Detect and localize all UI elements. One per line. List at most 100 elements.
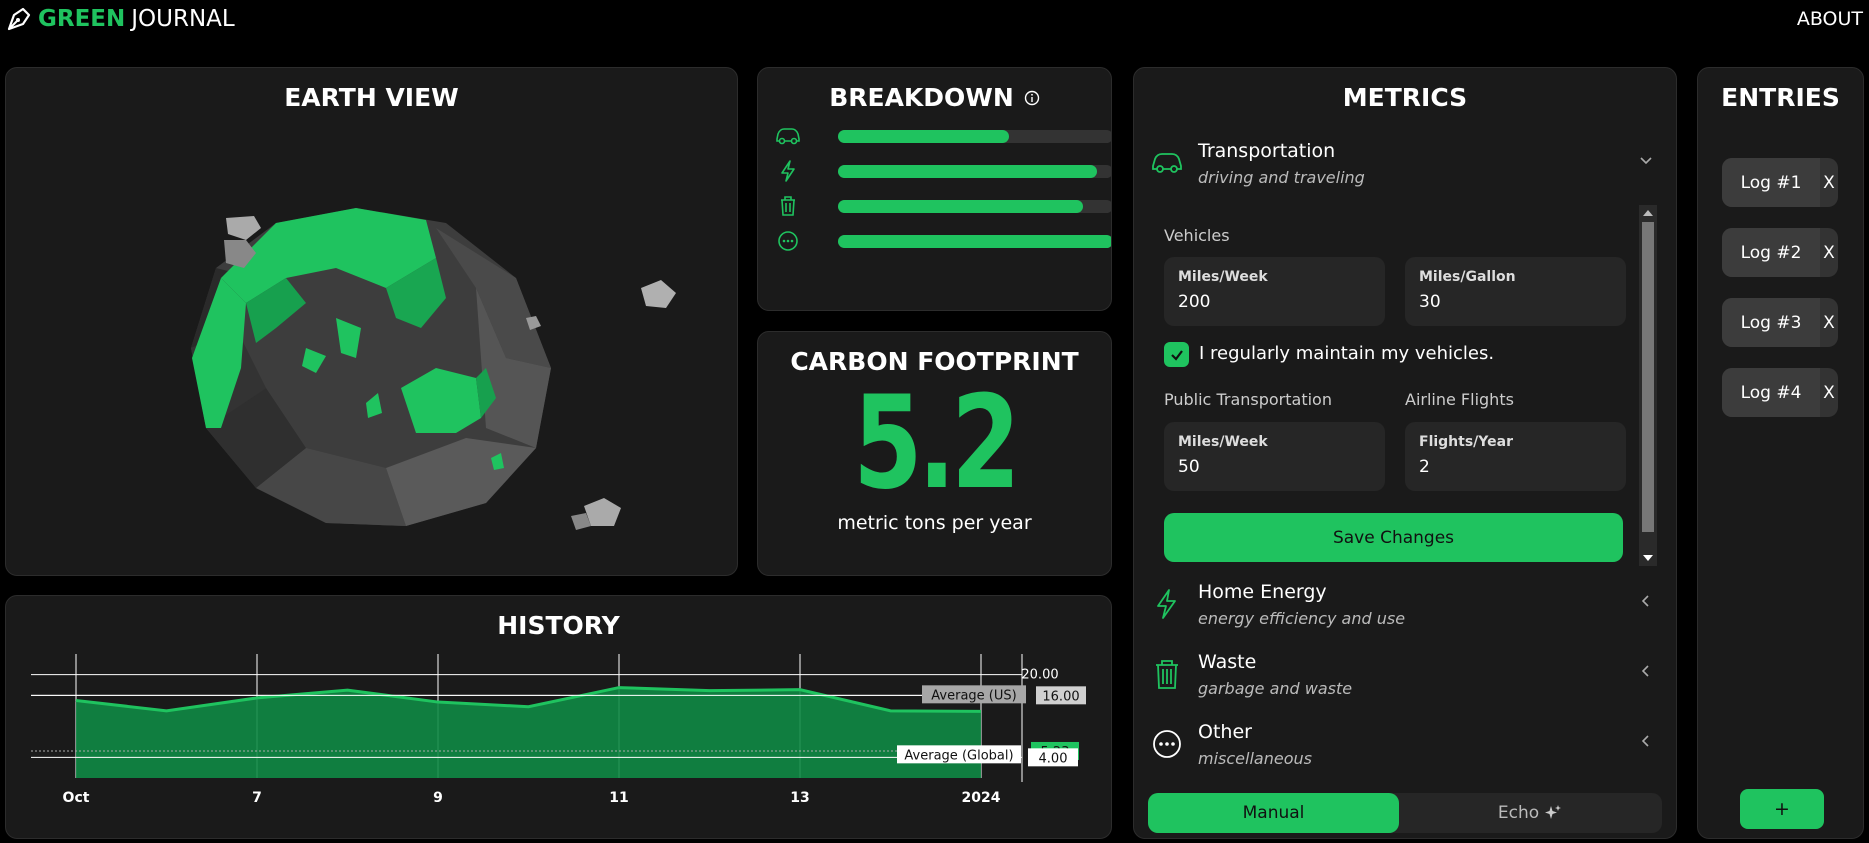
- vehicles-miles-field[interactable]: Miles/Week: [1164, 257, 1385, 326]
- public-transportation-label: Public Transportation: [1164, 390, 1332, 409]
- chevron-left-icon[interactable]: [1638, 733, 1654, 749]
- metrics-panel: METRICS Transportation driving and trave…: [1133, 67, 1677, 839]
- chevron-down-icon[interactable]: [1638, 152, 1654, 168]
- scroll-up-arrow[interactable]: [1643, 210, 1653, 216]
- pen-nib-icon: [7, 7, 31, 31]
- breakdown-bar-track: [838, 164, 1111, 178]
- entry-log-button[interactable]: Log #3: [1722, 298, 1820, 347]
- category-subtitle: garbage and waste: [1198, 679, 1353, 698]
- us-average-label-bg: [922, 685, 1026, 704]
- maintain-checkbox[interactable]: [1164, 342, 1189, 367]
- breakdown-bar-fill: [838, 164, 1097, 178]
- logo[interactable]: GREEN JOURNAL: [6, 6, 235, 32]
- entry-log-button[interactable]: Log #4: [1722, 368, 1820, 417]
- flights-field[interactable]: Flights/Year: [1405, 422, 1626, 491]
- history-area: [76, 687, 981, 778]
- entry-item: Log #3 X: [1722, 298, 1838, 347]
- more-icon: [1153, 730, 1181, 758]
- category-waste[interactable]: Waste garbage and waste: [1150, 651, 1662, 711]
- entries-panel: ENTRIES Log #1 X Log #2 X Log #3 X Log #…: [1697, 67, 1864, 839]
- category-home-energy[interactable]: Home Energy energy efficiency and use: [1150, 581, 1662, 641]
- y-tick-label: 20.00: [1021, 668, 1058, 683]
- car-icon: [776, 128, 800, 145]
- flights-input[interactable]: [1419, 457, 1609, 477]
- entry-remove-button[interactable]: X: [1823, 172, 1835, 193]
- category-title: Other: [1198, 721, 1252, 743]
- breakdown-title-text: BREAKDOWN: [829, 83, 1014, 112]
- echo-mode-button[interactable]: Echo: [1399, 793, 1662, 833]
- x-tick-label: Oct: [63, 790, 90, 806]
- vehicles-label: Vehicles: [1164, 226, 1230, 245]
- category-subtitle: miscellaneous: [1198, 749, 1312, 768]
- global-average-value-bg: [1028, 748, 1078, 767]
- brand-journal: JOURNAL: [131, 6, 235, 32]
- echo-label: Echo: [1497, 803, 1540, 823]
- x-tick-label: 13: [790, 790, 809, 806]
- breakdown-row-transportation: [774, 125, 1111, 147]
- x-tick-label: 11: [609, 790, 628, 806]
- breakdown-row-waste: [774, 195, 1111, 217]
- field-label: Miles/Gallon: [1419, 269, 1516, 285]
- entry-log-button[interactable]: Log #1: [1722, 158, 1820, 207]
- breakdown-row-home-energy: [774, 160, 1111, 182]
- lightning-icon: [781, 160, 795, 182]
- check-icon: [1170, 349, 1183, 361]
- public-miles-field[interactable]: Miles/Week: [1164, 422, 1385, 491]
- x-tick-label: 7: [252, 790, 262, 806]
- global-average-label: Average (Global): [904, 748, 1013, 763]
- airline-flights-label: Airline Flights: [1405, 390, 1514, 409]
- category-title: Home Energy: [1198, 581, 1327, 603]
- carbon-footprint-value: 5.2: [853, 369, 1021, 518]
- category-other[interactable]: Other miscellaneous: [1150, 721, 1662, 781]
- info-icon[interactable]: [1024, 90, 1040, 106]
- breakdown-bar-fill: [838, 199, 1083, 213]
- us-average-label: Average (US): [931, 688, 1016, 703]
- maintain-label: I regularly maintain my vehicles.: [1199, 343, 1495, 364]
- scroll-down-arrow[interactable]: [1643, 555, 1653, 561]
- history-title: HISTORY: [497, 611, 620, 640]
- carbon-footprint-title: CARBON FOOTPRINT: [790, 347, 1079, 376]
- metrics-title: METRICS: [1342, 83, 1468, 112]
- vehicles-mpg-input[interactable]: [1419, 292, 1609, 312]
- car-icon: [1152, 153, 1182, 173]
- add-entry-button[interactable]: +: [1740, 789, 1824, 829]
- category-transportation[interactable]: Transportation driving and traveling: [1150, 140, 1662, 200]
- transportation-scrollbar[interactable]: [1639, 205, 1657, 566]
- more-icon: [778, 231, 798, 251]
- vehicles-mpg-field[interactable]: Miles/Gallon: [1405, 257, 1626, 326]
- history-line: [75, 686, 982, 713]
- global-average-label-bg: [897, 745, 1021, 764]
- save-changes-button[interactable]: Save Changes: [1164, 513, 1623, 562]
- about-link[interactable]: ABOUT: [1796, 8, 1863, 30]
- breakdown-panel: BREAKDOWN: [757, 67, 1112, 311]
- manual-mode-button[interactable]: Manual: [1148, 793, 1399, 833]
- trash-icon: [781, 196, 795, 216]
- chevron-left-icon[interactable]: [1638, 663, 1654, 679]
- earth-globe[interactable]: [6, 128, 738, 568]
- sparkle-icon: [1545, 805, 1562, 819]
- chevron-left-icon[interactable]: [1638, 593, 1654, 609]
- lightning-icon: [1157, 589, 1176, 619]
- field-label: Miles/Week: [1178, 269, 1268, 285]
- scrollbar-thumb[interactable]: [1642, 222, 1654, 532]
- us-average-value: 16.00: [1042, 689, 1079, 704]
- x-tick-label: 2024: [962, 790, 1001, 806]
- entry-item: Log #2 X: [1722, 228, 1838, 277]
- entry-remove-button[interactable]: X: [1823, 312, 1835, 333]
- brand-green: GREEN: [38, 6, 126, 32]
- breakdown-bar-track: [838, 199, 1111, 213]
- history-panel: HISTORY Oct 7 9 11 13 2024 20.00 Average (US) 16…: [5, 595, 1112, 839]
- breakdown-row-other: [774, 230, 1111, 252]
- carbon-footprint-unit: metric tons per year: [837, 512, 1032, 534]
- breakdown-title: BREAKDOWN: [758, 83, 1111, 112]
- vehicles-miles-input[interactable]: [1178, 292, 1368, 312]
- public-miles-input[interactable]: [1178, 457, 1368, 477]
- field-label: Flights/Year: [1419, 434, 1513, 450]
- entry-remove-button[interactable]: X: [1823, 242, 1835, 263]
- entry-remove-button[interactable]: X: [1823, 382, 1835, 403]
- category-title: Waste: [1198, 651, 1257, 673]
- earth-view-title: EARTH VIEW: [284, 83, 459, 112]
- top-bar: GREEN JOURNAL ABOUT: [0, 0, 1869, 40]
- entry-log-button[interactable]: Log #2: [1722, 228, 1820, 277]
